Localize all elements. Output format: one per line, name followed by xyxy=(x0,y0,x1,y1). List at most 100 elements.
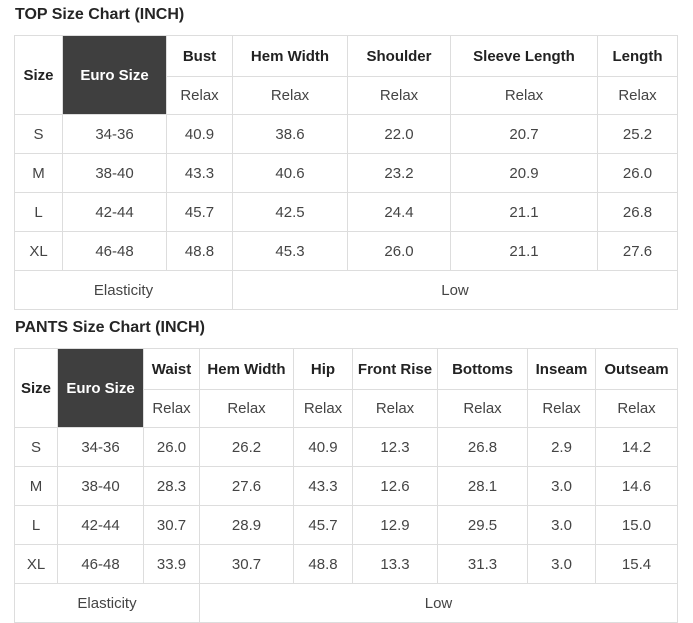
value-cell: 31.3 xyxy=(437,544,528,584)
value-cell: 28.9 xyxy=(199,505,294,545)
value-cell: 27.6 xyxy=(199,466,294,506)
value-cell: 22.0 xyxy=(347,114,451,154)
value-cell: 24.4 xyxy=(347,192,451,232)
fit-label-cell: Relax xyxy=(597,76,678,115)
pants-col-inseam: Inseam xyxy=(527,348,596,390)
top-row-xl: XL 46-48 48.8 45.3 26.0 21.1 27.6 xyxy=(14,231,678,271)
euro-size-cell: 46-48 xyxy=(57,544,144,584)
elasticity-label-cell: Elasticity xyxy=(14,270,233,310)
value-cell: 20.9 xyxy=(450,153,598,193)
value-cell: 48.8 xyxy=(293,544,353,584)
value-cell: 40.9 xyxy=(166,114,233,154)
euro-size-cell: 42-44 xyxy=(62,192,167,232)
size-cell: XL xyxy=(14,544,58,584)
pants-header-row: Size Euro Size Waist Hem Width Hip Front… xyxy=(14,348,678,428)
size-cell: S xyxy=(14,114,63,154)
elasticity-value-cell: Low xyxy=(199,583,678,623)
value-cell: 12.9 xyxy=(352,505,438,545)
top-col-size: Size xyxy=(14,35,63,115)
value-cell: 2.9 xyxy=(527,427,596,467)
value-cell: 26.0 xyxy=(347,231,451,271)
value-cell: 3.0 xyxy=(527,466,596,506)
pants-col-euro-size: Euro Size xyxy=(57,348,144,428)
pants-col-size: Size xyxy=(14,348,58,428)
top-chart-title: TOP Size Chart (INCH) xyxy=(15,6,185,23)
top-row-s: S 34-36 40.9 38.6 22.0 20.7 25.2 xyxy=(14,114,678,154)
fit-label-cell: Relax xyxy=(595,389,678,428)
value-cell: 26.0 xyxy=(143,427,200,467)
fit-label-cell: Relax xyxy=(293,389,353,428)
euro-size-cell: 46-48 xyxy=(62,231,167,271)
pants-col-waist: Waist xyxy=(143,348,200,390)
size-cell: XL xyxy=(14,231,63,271)
euro-size-cell: 38-40 xyxy=(62,153,167,193)
elasticity-value-cell: Low xyxy=(232,270,678,310)
fit-label-cell: Relax xyxy=(232,76,348,115)
pants-elasticity-row: Elasticity Low xyxy=(14,583,678,623)
value-cell: 3.0 xyxy=(527,505,596,545)
pants-col-hip: Hip xyxy=(293,348,353,390)
size-cell: L xyxy=(14,192,63,232)
value-cell: 14.6 xyxy=(595,466,678,506)
fit-label-cell: Relax xyxy=(352,389,438,428)
fit-label-cell: Relax xyxy=(527,389,596,428)
pants-col-hem-width: Hem Width xyxy=(199,348,294,390)
fit-label-cell: Relax xyxy=(143,389,200,428)
value-cell: 43.3 xyxy=(166,153,233,193)
pants-size-chart-table: Size Euro Size Waist Hem Width Hip Front… xyxy=(14,348,678,623)
value-cell: 40.6 xyxy=(232,153,348,193)
value-cell: 12.6 xyxy=(352,466,438,506)
value-cell: 45.3 xyxy=(232,231,348,271)
value-cell: 28.1 xyxy=(437,466,528,506)
pants-row-m: M 38-40 28.3 27.6 43.3 12.6 28.1 3.0 14.… xyxy=(14,466,678,506)
value-cell: 38.6 xyxy=(232,114,348,154)
fit-label-cell: Relax xyxy=(199,389,294,428)
pants-fit-row: Relax Relax Relax Relax Relax Relax Rela… xyxy=(15,389,678,428)
value-cell: 28.3 xyxy=(143,466,200,506)
pants-row-xl: XL 46-48 33.9 30.7 48.8 13.3 31.3 3.0 15… xyxy=(14,544,678,584)
fit-label-cell: Relax xyxy=(347,76,451,115)
value-cell: 45.7 xyxy=(166,192,233,232)
value-cell: 12.3 xyxy=(352,427,438,467)
top-elasticity-row: Elasticity Low xyxy=(14,270,678,310)
value-cell: 15.0 xyxy=(595,505,678,545)
value-cell: 20.7 xyxy=(450,114,598,154)
fit-label-cell: Relax xyxy=(437,389,528,428)
value-cell: 29.5 xyxy=(437,505,528,545)
top-col-length: Length xyxy=(597,35,678,77)
value-cell: 21.1 xyxy=(450,192,598,232)
pants-col-bottoms: Bottoms xyxy=(437,348,528,390)
top-col-sleeve-length: Sleeve Length xyxy=(450,35,598,77)
value-cell: 30.7 xyxy=(143,505,200,545)
top-fit-row: Relax Relax Relax Relax Relax xyxy=(15,76,678,115)
value-cell: 21.1 xyxy=(450,231,598,271)
size-cell: M xyxy=(14,466,58,506)
value-cell: 26.0 xyxy=(597,153,678,193)
value-cell: 13.3 xyxy=(352,544,438,584)
elasticity-label-cell: Elasticity xyxy=(14,583,200,623)
top-col-hem-width: Hem Width xyxy=(232,35,348,77)
value-cell: 3.0 xyxy=(527,544,596,584)
value-cell: 45.7 xyxy=(293,505,353,545)
fit-label-cell: Relax xyxy=(166,76,233,115)
value-cell: 40.9 xyxy=(293,427,353,467)
top-col-shoulder: Shoulder xyxy=(347,35,451,77)
top-row-m: M 38-40 43.3 40.6 23.2 20.9 26.0 xyxy=(14,153,678,193)
top-header-row: Size Euro Size Bust Hem Width Shoulder S… xyxy=(14,35,678,115)
value-cell: 27.6 xyxy=(597,231,678,271)
pants-row-l: L 42-44 30.7 28.9 45.7 12.9 29.5 3.0 15.… xyxy=(14,505,678,545)
euro-size-cell: 42-44 xyxy=(57,505,144,545)
value-cell: 15.4 xyxy=(595,544,678,584)
top-size-chart-table: Size Euro Size Bust Hem Width Shoulder S… xyxy=(14,35,678,310)
value-cell: 48.8 xyxy=(166,231,233,271)
size-cell: S xyxy=(14,427,58,467)
size-cell: M xyxy=(14,153,63,193)
value-cell: 26.8 xyxy=(597,192,678,232)
top-row-l: L 42-44 45.7 42.5 24.4 21.1 26.8 xyxy=(14,192,678,232)
top-col-euro-size: Euro Size xyxy=(62,35,167,115)
value-cell: 43.3 xyxy=(293,466,353,506)
value-cell: 14.2 xyxy=(595,427,678,467)
fit-label-cell: Relax xyxy=(450,76,598,115)
value-cell: 25.2 xyxy=(597,114,678,154)
